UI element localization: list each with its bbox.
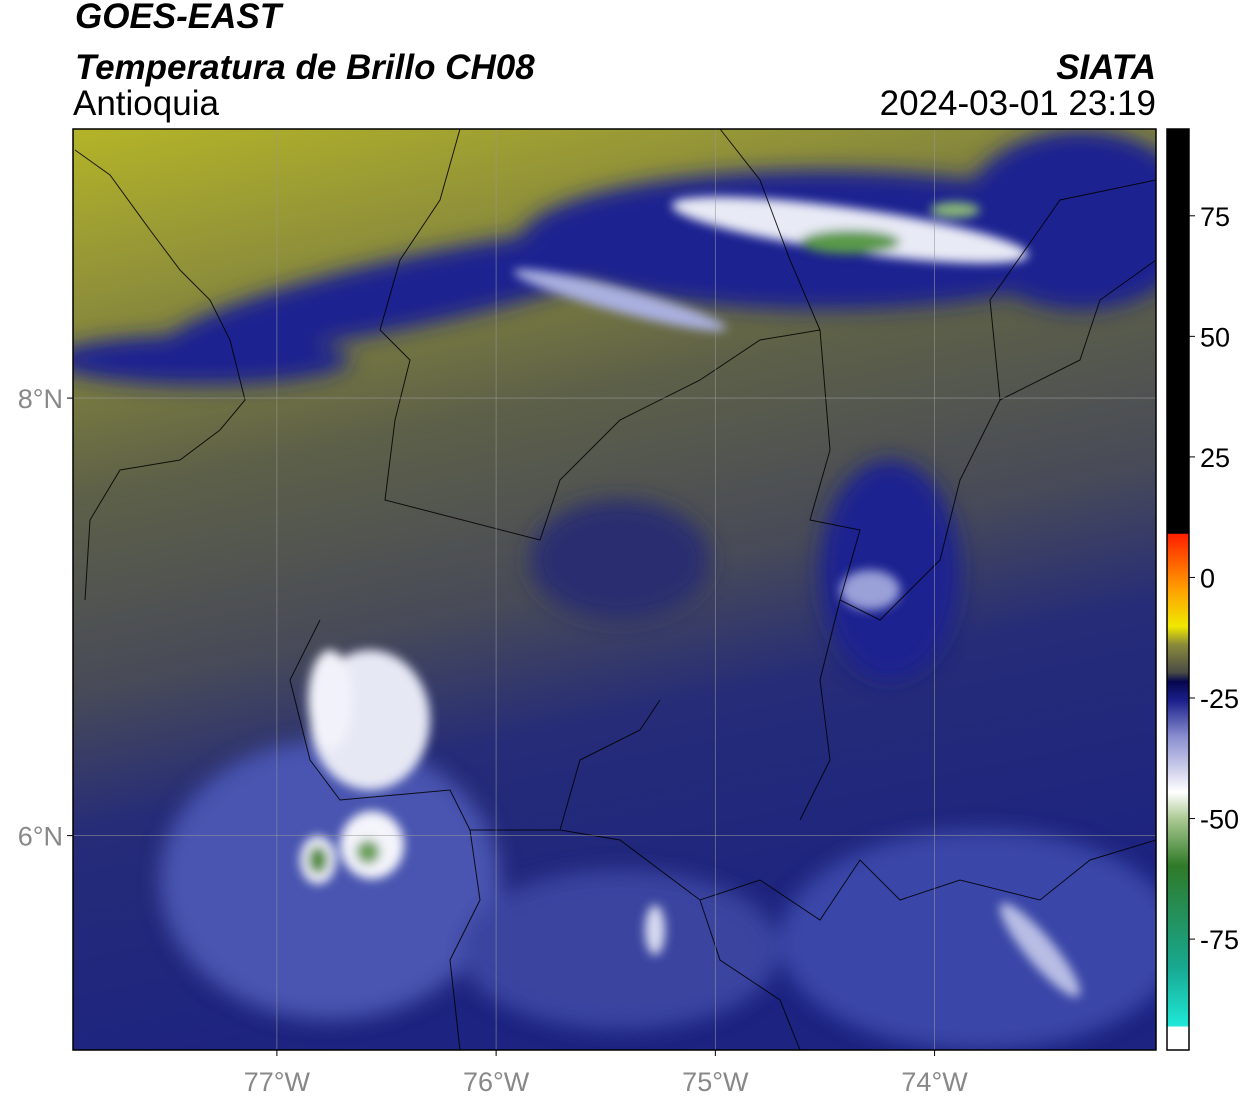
x-tick-label: 74°W (901, 1067, 968, 1097)
x-tick-label: 75°W (682, 1067, 749, 1097)
colorbar-tick-label: 0 (1200, 563, 1215, 593)
colorbar-tick-label: 25 (1200, 443, 1230, 473)
graticule (73, 129, 1156, 1050)
x-tick-label: 77°W (244, 1067, 311, 1097)
region: Antioquia (73, 84, 219, 123)
map-frame (72, 128, 1157, 1051)
colorbar-tick-label: 50 (1200, 322, 1230, 352)
colorbar-tick-label: -50 (1200, 805, 1239, 835)
x-tick-label: 76°W (463, 1067, 530, 1097)
satellite-image (73, 129, 1156, 1050)
colorbar-tick-label: -25 (1200, 684, 1239, 714)
product-title: Temperatura de Brillo CH08 (75, 48, 535, 87)
y-tick-label: 8°N (18, 384, 63, 414)
colorbar (1166, 128, 1190, 1051)
satellite-title: GOES-EAST (75, 0, 284, 36)
colorbar-tick-label: 75 (1200, 202, 1230, 232)
source: SIATA (1056, 48, 1156, 87)
colorbar-tick-label: -75 (1200, 925, 1239, 955)
y-tick-label: 6°N (18, 822, 63, 852)
datetime: 2024-03-01 23:19 (880, 84, 1156, 123)
